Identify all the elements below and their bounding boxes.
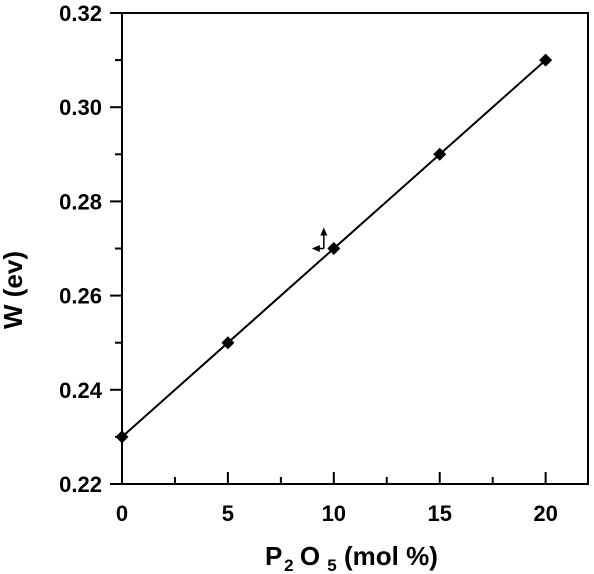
data-point bbox=[327, 242, 341, 255]
y-tick-label: 0.28 bbox=[59, 189, 102, 214]
annotation-arrowhead-left bbox=[311, 245, 320, 252]
y-axis-label: W (ev) bbox=[0, 251, 28, 329]
tick-labels: 0 5 10 15 20 0.22 0.24 0.26 0.28 0.30 0.32 bbox=[59, 1, 558, 526]
x-axis-label-sub1: 2 bbox=[284, 556, 293, 574]
x-axis-label-mid: O bbox=[300, 541, 320, 571]
annotation-group bbox=[311, 227, 328, 252]
data-point bbox=[115, 430, 129, 444]
y-tick-label: 0.32 bbox=[59, 1, 102, 26]
annotation-arrowhead-up bbox=[320, 227, 328, 236]
x-tick-label: 5 bbox=[222, 501, 234, 526]
y-tick-label: 0.22 bbox=[59, 472, 102, 497]
y-tick-label: 0.30 bbox=[59, 95, 102, 120]
x-tick-label: 0 bbox=[116, 501, 128, 526]
x-tick-label: 10 bbox=[322, 501, 346, 526]
x-axis-label-base: P bbox=[265, 541, 282, 571]
data-point bbox=[221, 336, 235, 350]
x-tick-label: 15 bbox=[427, 501, 451, 526]
y-tick-label: 0.26 bbox=[59, 284, 102, 309]
data-point bbox=[433, 147, 447, 161]
data-points bbox=[115, 53, 553, 444]
data-point bbox=[539, 53, 553, 67]
x-tick-label: 20 bbox=[533, 501, 557, 526]
y-tick-label: 0.24 bbox=[59, 378, 103, 403]
x-axis-label-rest: (mol %) bbox=[344, 541, 438, 571]
ticks bbox=[110, 12, 547, 485]
x-axis-label-sub2: 5 bbox=[327, 556, 336, 574]
x-axis-label: P 2 O 5 (mol %) bbox=[265, 541, 438, 574]
